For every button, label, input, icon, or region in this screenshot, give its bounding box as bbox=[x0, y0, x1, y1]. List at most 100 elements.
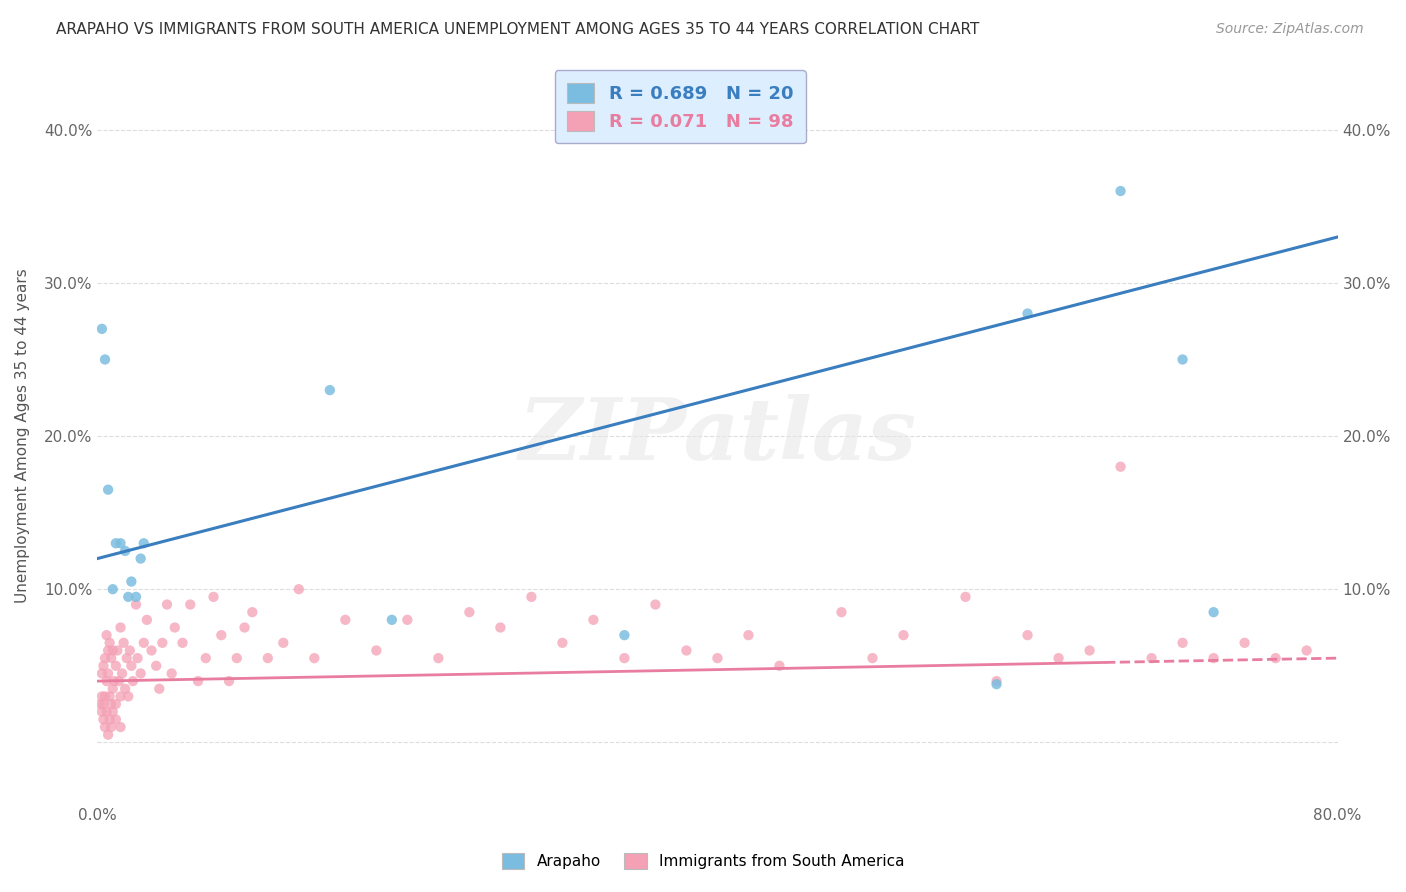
Point bbox=[644, 598, 666, 612]
Point bbox=[1233, 636, 1256, 650]
Point bbox=[1109, 459, 1132, 474]
Point bbox=[240, 605, 263, 619]
Point bbox=[335, 613, 357, 627]
Point bbox=[737, 628, 759, 642]
Point bbox=[122, 674, 145, 689]
Point bbox=[955, 590, 977, 604]
Point bbox=[1295, 643, 1317, 657]
Point bbox=[366, 643, 388, 657]
Point bbox=[179, 598, 201, 612]
Point bbox=[1264, 651, 1286, 665]
Point bbox=[98, 636, 121, 650]
Point bbox=[1202, 605, 1225, 619]
Point bbox=[98, 712, 121, 726]
Point bbox=[172, 636, 194, 650]
Point bbox=[202, 590, 225, 604]
Point bbox=[706, 651, 728, 665]
Point bbox=[986, 674, 1008, 689]
Point bbox=[115, 651, 138, 665]
Point bbox=[132, 536, 155, 550]
Point bbox=[98, 690, 121, 704]
Point bbox=[89, 697, 111, 711]
Point bbox=[108, 674, 131, 689]
Point bbox=[132, 636, 155, 650]
Point bbox=[160, 666, 183, 681]
Point bbox=[304, 651, 326, 665]
Point bbox=[127, 651, 149, 665]
Point bbox=[90, 705, 112, 719]
Point bbox=[90, 322, 112, 336]
Point bbox=[145, 658, 167, 673]
Point bbox=[768, 658, 790, 673]
Point bbox=[97, 483, 120, 497]
Point bbox=[1140, 651, 1163, 665]
Point bbox=[256, 651, 278, 665]
Point bbox=[582, 613, 605, 627]
Point bbox=[112, 636, 135, 650]
Point bbox=[120, 658, 142, 673]
Point bbox=[96, 674, 118, 689]
Point bbox=[111, 666, 134, 681]
Point bbox=[427, 651, 450, 665]
Point bbox=[319, 383, 342, 397]
Point bbox=[893, 628, 915, 642]
Point bbox=[194, 651, 217, 665]
Point bbox=[117, 690, 139, 704]
Point bbox=[120, 574, 142, 589]
Point bbox=[613, 628, 636, 642]
Point bbox=[1171, 352, 1194, 367]
Point bbox=[114, 681, 136, 696]
Point bbox=[125, 598, 148, 612]
Point bbox=[233, 620, 256, 634]
Point bbox=[97, 666, 120, 681]
Text: Source: ZipAtlas.com: Source: ZipAtlas.com bbox=[1216, 22, 1364, 37]
Point bbox=[101, 705, 124, 719]
Point bbox=[520, 590, 543, 604]
Point bbox=[100, 697, 122, 711]
Point bbox=[101, 681, 124, 696]
Point bbox=[94, 352, 117, 367]
Point bbox=[135, 613, 157, 627]
Point bbox=[118, 643, 141, 657]
Point bbox=[97, 728, 120, 742]
Text: ZIPatlas: ZIPatlas bbox=[519, 394, 917, 478]
Legend: Arapaho, Immigrants from South America: Arapaho, Immigrants from South America bbox=[495, 847, 911, 875]
Point bbox=[104, 536, 127, 550]
Point bbox=[129, 551, 152, 566]
Point bbox=[96, 628, 118, 642]
Point bbox=[225, 651, 247, 665]
Point bbox=[150, 636, 173, 650]
Point bbox=[129, 666, 152, 681]
Point bbox=[90, 690, 112, 704]
Point bbox=[100, 651, 122, 665]
Point bbox=[381, 613, 404, 627]
Point bbox=[288, 582, 311, 597]
Point bbox=[114, 544, 136, 558]
Point bbox=[218, 674, 240, 689]
Point bbox=[1017, 628, 1039, 642]
Point bbox=[117, 590, 139, 604]
Point bbox=[1202, 651, 1225, 665]
Point bbox=[986, 677, 1008, 691]
Point bbox=[97, 643, 120, 657]
Point bbox=[1171, 636, 1194, 650]
Point bbox=[100, 720, 122, 734]
Point bbox=[90, 666, 112, 681]
Point bbox=[613, 651, 636, 665]
Point bbox=[209, 628, 232, 642]
Point bbox=[156, 598, 179, 612]
Point bbox=[110, 720, 132, 734]
Point bbox=[104, 697, 127, 711]
Point bbox=[94, 690, 117, 704]
Point bbox=[104, 712, 127, 726]
Point bbox=[396, 613, 419, 627]
Point bbox=[101, 643, 124, 657]
Point bbox=[107, 643, 129, 657]
Text: ARAPAHO VS IMMIGRANTS FROM SOUTH AMERICA UNEMPLOYMENT AMONG AGES 35 TO 44 YEARS : ARAPAHO VS IMMIGRANTS FROM SOUTH AMERICA… bbox=[56, 22, 980, 37]
Point bbox=[103, 674, 125, 689]
Legend: R = 0.689   N = 20, R = 0.071   N = 98: R = 0.689 N = 20, R = 0.071 N = 98 bbox=[554, 70, 806, 144]
Point bbox=[96, 705, 118, 719]
Point bbox=[93, 697, 115, 711]
Point bbox=[101, 582, 124, 597]
Point bbox=[1078, 643, 1101, 657]
